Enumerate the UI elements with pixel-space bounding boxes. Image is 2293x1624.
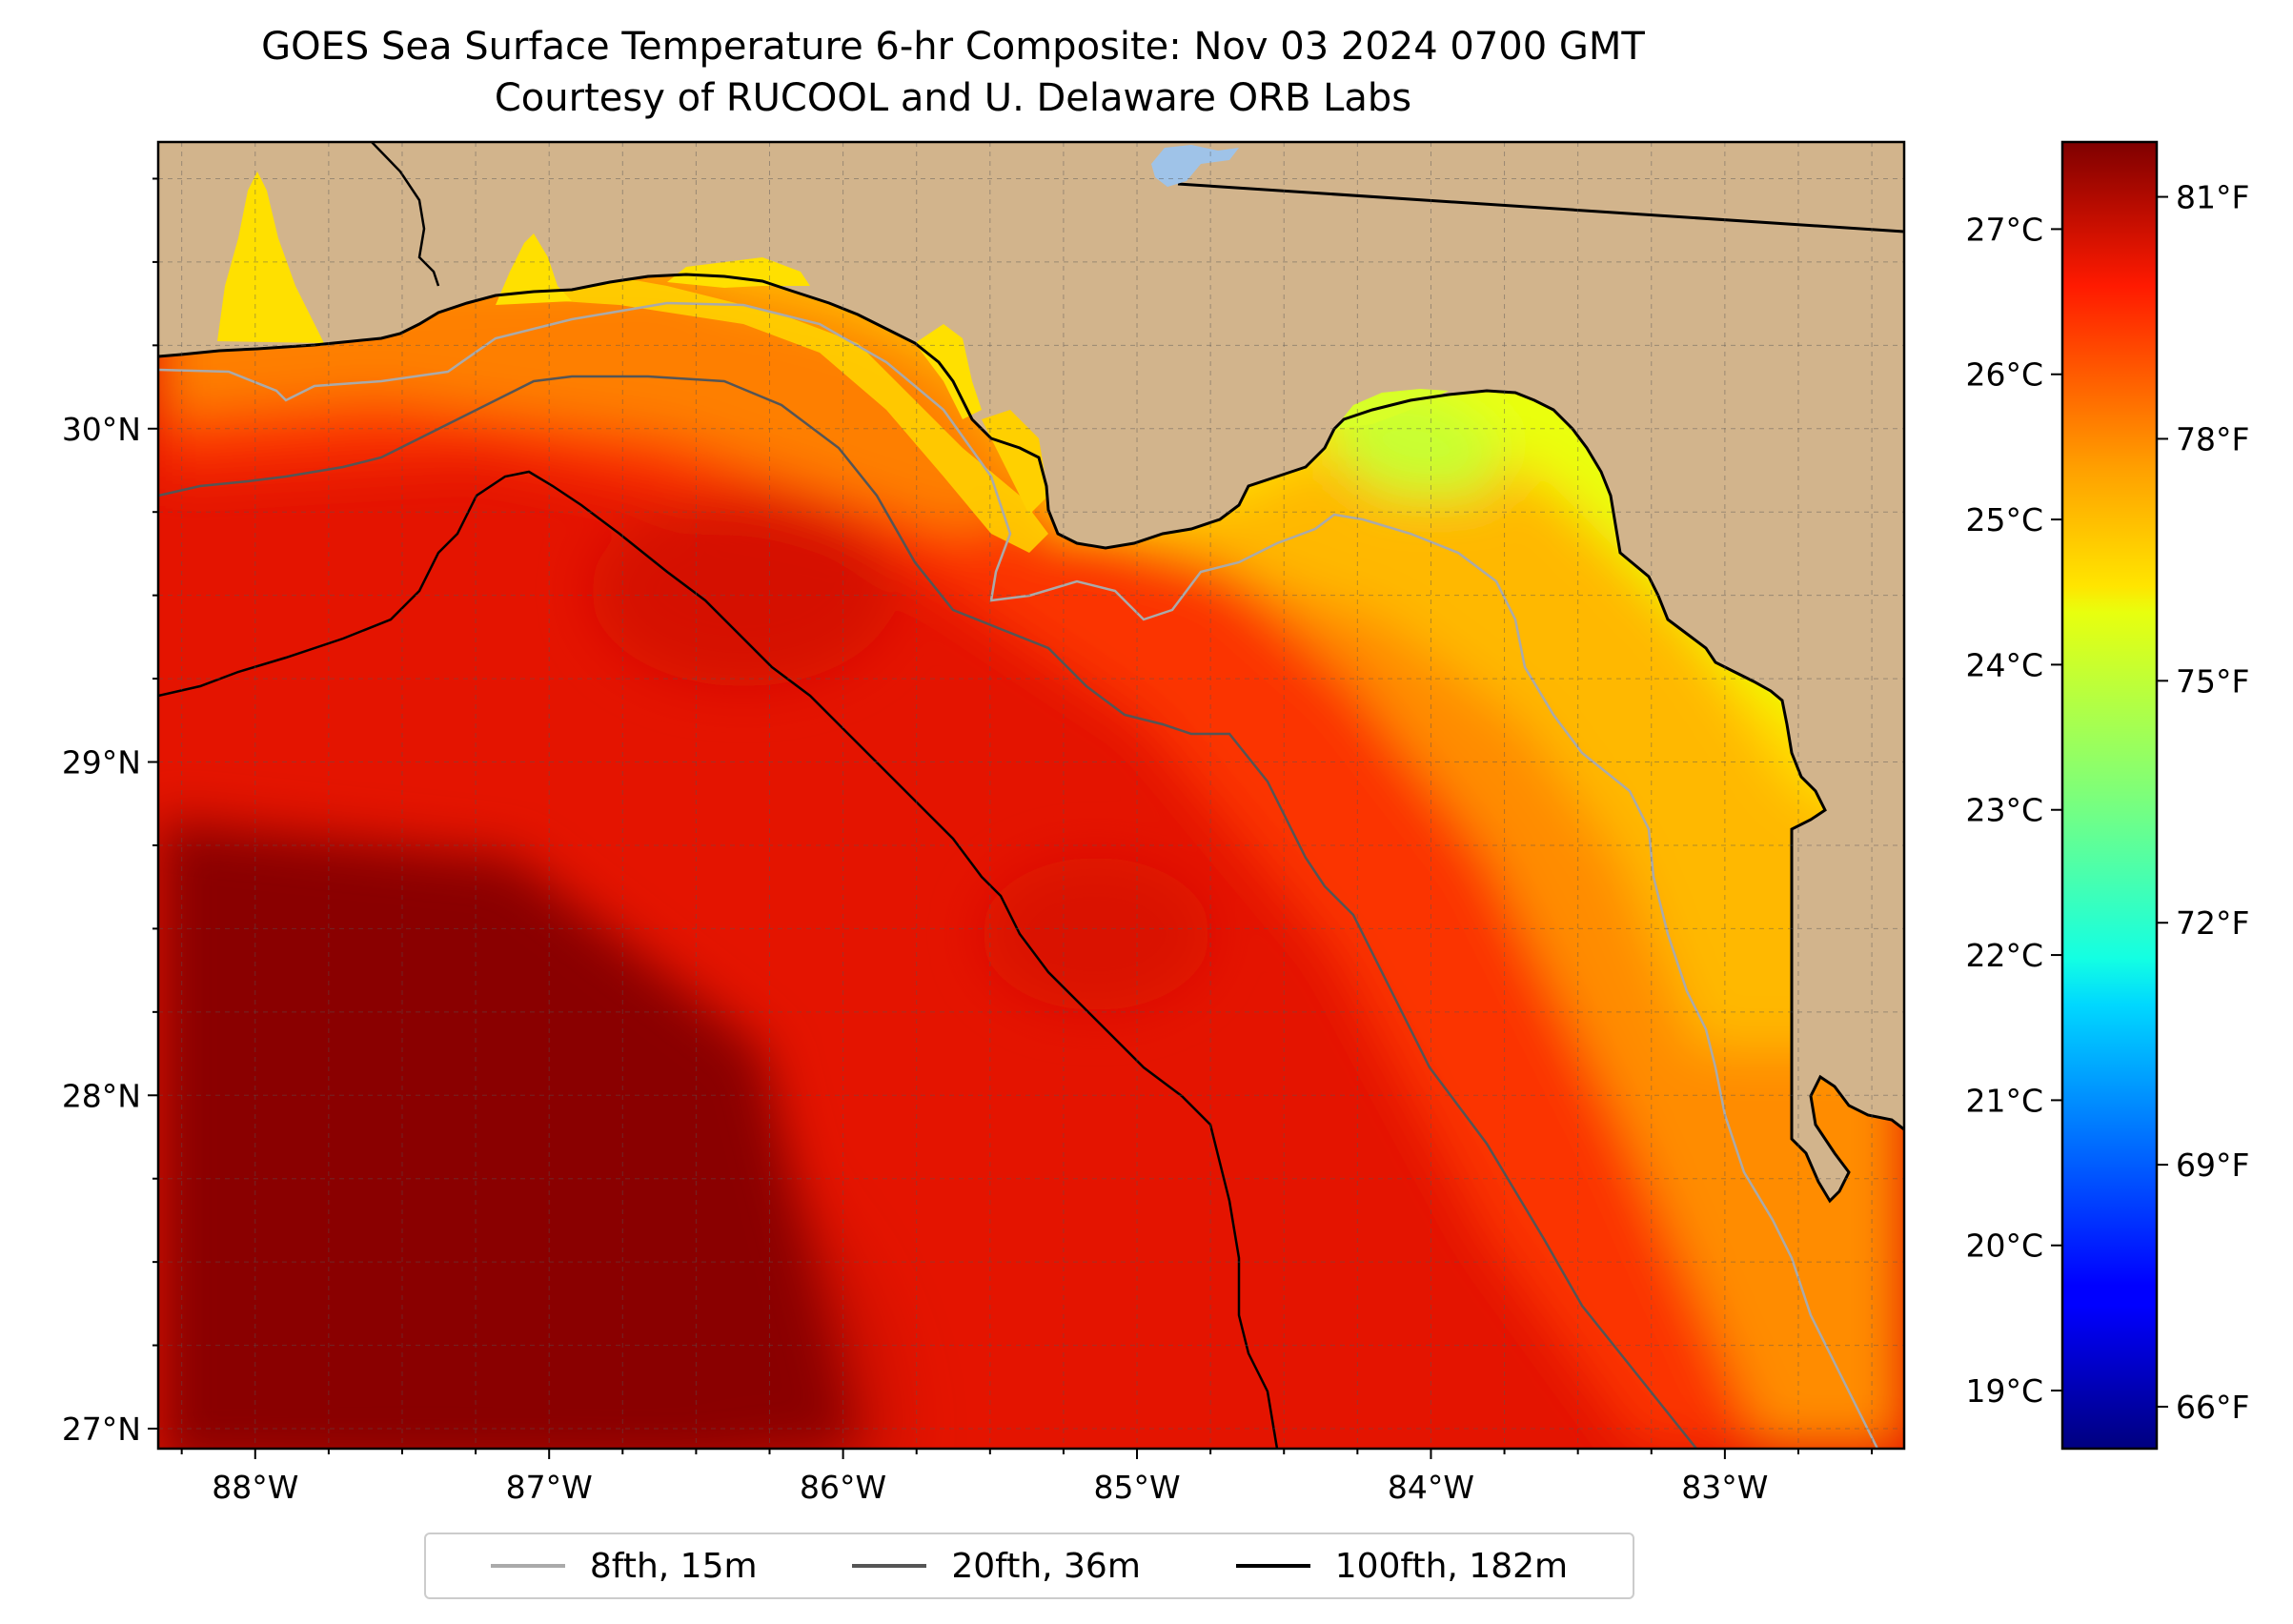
map-frame <box>156 140 1906 1451</box>
legend-line-swatch <box>490 1564 565 1568</box>
legend-line-swatch <box>1235 1564 1310 1568</box>
colorbar <box>2060 140 2159 1451</box>
lat-tick-label: 28°N <box>62 1077 141 1114</box>
legend-item: 8fth, 15m <box>490 1546 758 1586</box>
colorbar-ticks: 19°C 20°C 21°C 22°C 23°C 24°C 25°C 26°C 27°C 66°F… <box>1965 179 2249 1426</box>
lon-tick-label: 87°W <box>506 1469 593 1506</box>
celsius-tick-label: 24°C <box>1965 646 2043 683</box>
celsius-tick-label: 19°C <box>1965 1372 2043 1410</box>
graticule <box>158 142 1904 1449</box>
map-area <box>158 142 1904 1449</box>
legend-line-swatch <box>852 1564 927 1568</box>
celsius-tick-label: 20°C <box>1965 1228 2043 1265</box>
celsius-tick-label: 22°C <box>1965 937 2043 974</box>
legend-label: 8fth, 15m <box>589 1546 758 1586</box>
fahrenheit-tick-label: 78°F <box>2176 420 2249 457</box>
state-border-line <box>371 142 440 287</box>
lon-tick-label: 83°W <box>1681 1469 1768 1506</box>
axis-ticks <box>148 177 1874 1459</box>
isobath-8fth <box>158 301 1879 1449</box>
lon-tick-label: 84°W <box>1388 1469 1474 1506</box>
legend-item: 20fth, 36m <box>852 1547 1141 1586</box>
lon-tick-label: 88°W <box>212 1469 298 1506</box>
celsius-tick-label: 26°C <box>1965 356 2043 394</box>
state-border-line-north <box>1177 182 1904 233</box>
lake <box>1151 145 1239 187</box>
lon-tick-label: 85°W <box>1093 1469 1180 1506</box>
celsius-tick-label: 21°C <box>1965 1082 2043 1119</box>
map-title: GOES Sea Surface Temperature 6-hr Compos… <box>261 25 1645 69</box>
axis-labels: 88°W 87°W 86°W 85°W 84°W 83°W 30°N 29°N 28°N 27°N <box>62 411 1769 1506</box>
celsius-tick-label: 27°C <box>1965 211 2043 248</box>
fahrenheit-tick-label: 75°F <box>2176 662 2249 700</box>
legend-label: 20fth, 36m <box>951 1546 1141 1586</box>
lat-tick-label: 27°N <box>62 1411 141 1448</box>
isobath-100fth <box>158 470 1279 1449</box>
land <box>158 142 1904 1201</box>
lon-tick-label: 86°W <box>800 1469 886 1506</box>
map-subtitle: Courtesy of RUCOOL and U. Delaware ORB L… <box>494 76 1412 120</box>
fahrenheit-tick-label: 81°F <box>2176 179 2249 216</box>
legend-item: 100fth, 182m <box>1235 1546 1569 1586</box>
fahrenheit-tick-label: 69°F <box>2176 1147 2249 1184</box>
coastline <box>158 273 1904 1204</box>
fahrenheit-tick-label: 72°F <box>2176 904 2249 942</box>
isobath-legend: 8fth, 15m 20fth, 36m 100fth, 182m <box>424 1533 1634 1599</box>
legend-label: 100fth, 182m <box>1334 1546 1569 1586</box>
lat-tick-label: 29°N <box>62 744 141 782</box>
celsius-tick-label: 25°C <box>1965 501 2043 538</box>
celsius-tick-label: 23°C <box>1965 792 2043 829</box>
lat-tick-label: 30°N <box>62 411 141 448</box>
fahrenheit-tick-label: 66°F <box>2176 1389 2249 1426</box>
isobath-20fth <box>158 375 1697 1449</box>
